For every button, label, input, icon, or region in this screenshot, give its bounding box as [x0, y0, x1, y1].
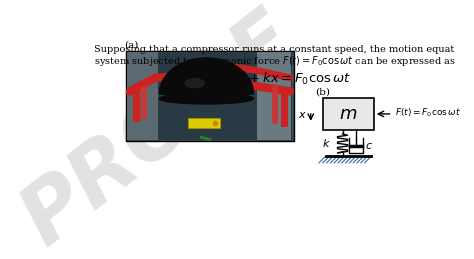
Bar — [257, 52, 291, 140]
Bar — [128, 52, 158, 140]
Ellipse shape — [185, 79, 204, 88]
Polygon shape — [159, 58, 254, 99]
Bar — [128, 52, 292, 140]
Ellipse shape — [159, 93, 254, 104]
Text: $m\ddot{x} + c\dot{x} + kx = F_0 \cos\omega t$: $m\ddot{x} + c\dot{x} + kx = F_0 \cos\om… — [194, 70, 352, 87]
Text: (b): (b) — [315, 88, 330, 97]
Text: $m$: $m$ — [339, 105, 358, 123]
Text: $F(t)=F_0\cos\omega t$: $F(t)=F_0\cos\omega t$ — [395, 106, 461, 119]
Text: $k$: $k$ — [322, 137, 331, 149]
Bar — [323, 98, 374, 130]
Text: system subjected to a harmonic force $F(t) = F_0 \cos\omega t$ can be expressed : system subjected to a harmonic force $F(… — [93, 54, 456, 68]
Text: $c$: $c$ — [365, 141, 374, 150]
Text: (a): (a) — [124, 40, 138, 49]
Text: PROOF: PROOF — [7, 0, 312, 259]
Text: $x$: $x$ — [298, 110, 307, 120]
Text: Supposing that a compressor runs at a constant speed, the motion equat: Supposing that a compressor runs at a co… — [94, 45, 455, 54]
Bar — [188, 118, 220, 127]
Bar — [126, 51, 294, 141]
